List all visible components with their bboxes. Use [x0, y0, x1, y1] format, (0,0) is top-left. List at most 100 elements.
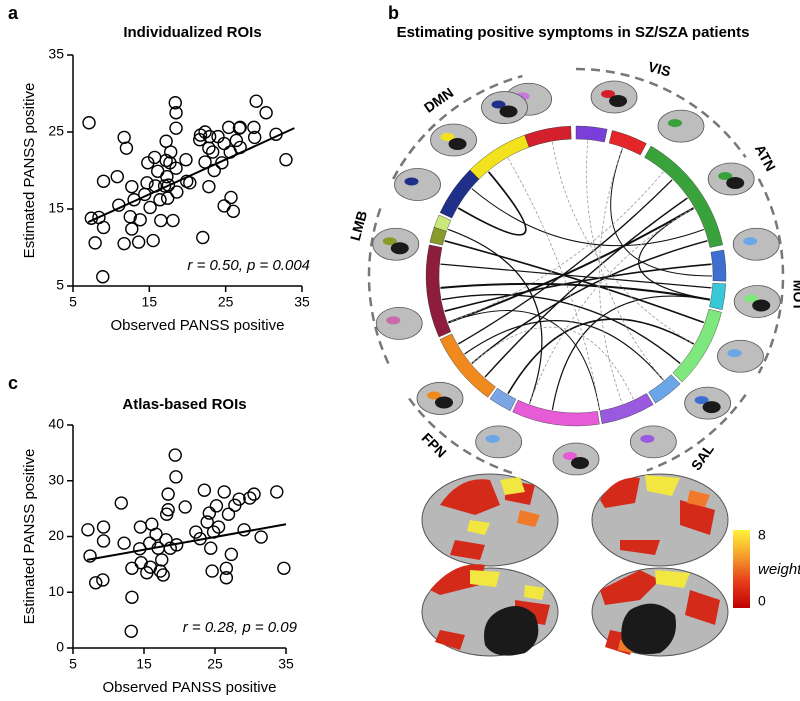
data-point: [81, 523, 95, 537]
network-label: ATN: [752, 142, 779, 174]
data-point: [96, 270, 110, 284]
connection: [440, 263, 712, 289]
connection: [447, 207, 695, 324]
data-point: [277, 561, 291, 575]
data-point: [143, 200, 157, 215]
brain-region: [694, 396, 709, 405]
data-point: [149, 527, 163, 541]
data-point: [169, 121, 183, 135]
brain-region: [404, 177, 419, 186]
data-point: [247, 487, 261, 501]
data-point: [254, 530, 268, 544]
region: [655, 570, 690, 588]
panel-letter: a: [8, 3, 19, 23]
brain-region: [386, 316, 401, 325]
data-point: [163, 541, 177, 555]
connection: [448, 310, 601, 411]
group-arc: [757, 178, 785, 374]
x-axis-label: Observed PANSS positive: [111, 317, 285, 334]
panel-letter: c: [8, 373, 18, 393]
data-point: [133, 520, 148, 534]
y-tick-label: 15: [48, 200, 64, 216]
colorbar-tick-label: 8: [758, 527, 766, 543]
brain-thumbnail: [732, 227, 780, 261]
y-tick-label: 5: [56, 277, 64, 293]
group-arc: [405, 394, 513, 475]
network-label: LMB: [347, 209, 370, 242]
group-arc: [646, 394, 747, 472]
data-point: [160, 191, 175, 205]
data-point: [217, 199, 231, 213]
data-point: [155, 553, 169, 567]
connection: [440, 282, 711, 301]
connection: [529, 207, 694, 404]
x-tick-label: 25: [207, 656, 223, 672]
brain-region: [640, 434, 655, 443]
brain-region: [491, 100, 506, 109]
connection: [464, 320, 664, 381]
medial-wall: [435, 396, 454, 409]
brain-surfaces: [421, 473, 729, 657]
ring-segment: [644, 145, 723, 248]
brain-region: [744, 294, 759, 303]
data-point: [146, 233, 160, 248]
ring-segment: [439, 333, 496, 398]
brain-thumbnail: [717, 339, 764, 373]
data-point: [237, 523, 251, 537]
x-tick-label: 35: [294, 294, 310, 310]
connection: [444, 240, 705, 324]
connection: [484, 197, 688, 378]
data-point: [96, 174, 111, 188]
brain-thumbnail: [375, 306, 423, 340]
brain-region: [718, 172, 733, 181]
data-point: [110, 169, 124, 184]
x-tick-label: 15: [142, 294, 158, 310]
data-point: [232, 492, 246, 506]
data-point: [202, 506, 217, 520]
ring-segment: [709, 282, 727, 310]
connection: [638, 207, 711, 301]
data-point: [197, 483, 212, 497]
data-point: [219, 561, 234, 575]
data-point: [211, 520, 226, 534]
data-point: [179, 153, 193, 167]
data-point: [229, 133, 244, 148]
ring-segment: [710, 249, 727, 282]
medial-wall: [448, 138, 467, 151]
connection: [471, 240, 708, 364]
ring-segment: [469, 134, 530, 180]
data-point: [133, 213, 147, 227]
data-point: [151, 164, 165, 178]
data-point: [200, 515, 214, 529]
data-point: [125, 222, 139, 236]
connection: [448, 171, 664, 323]
annotation: r = 0.50, p = 0.004: [187, 257, 310, 274]
region: [440, 479, 535, 560]
data-point: [169, 106, 183, 120]
brain-region: [743, 237, 758, 246]
chart-title: Individualized ROIs: [123, 24, 261, 41]
data-point: [161, 487, 175, 501]
region: [467, 477, 525, 535]
network-label: DMN: [421, 84, 456, 115]
data-point: [140, 176, 154, 190]
y-tick-label: 35: [48, 46, 64, 62]
brain-region: [727, 349, 742, 358]
ring-segment: [672, 308, 722, 383]
ring-segment: [524, 125, 572, 148]
data-point: [154, 213, 168, 228]
y-tick-label: 10: [48, 583, 64, 599]
region: [430, 564, 550, 650]
data-point: [117, 130, 131, 145]
connection: [457, 171, 527, 236]
data-point: [226, 204, 241, 219]
connection: [551, 295, 711, 411]
y-tick-label: 25: [48, 123, 64, 139]
panel-letter: b: [388, 3, 399, 23]
data-point: [125, 561, 139, 575]
connection: [610, 148, 713, 277]
colorbar-tick-label: 0: [758, 593, 766, 609]
x-tick-label: 25: [218, 294, 234, 310]
x-tick-label: 15: [136, 656, 152, 672]
brain-thumbnail: [629, 425, 677, 459]
